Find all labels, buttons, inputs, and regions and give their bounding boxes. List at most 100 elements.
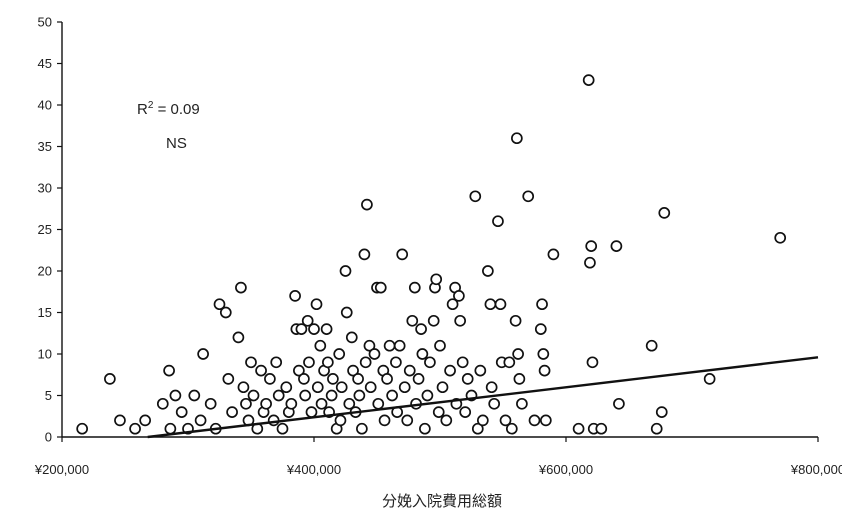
- data-point-133: [509, 314, 522, 327]
- axes: [61, 22, 818, 438]
- data-point-144: [539, 414, 552, 427]
- data-point-116: [459, 406, 472, 418]
- data-point-18: [222, 373, 235, 385]
- data-point-113: [453, 290, 465, 302]
- data-point-89: [396, 248, 409, 261]
- data-point-121: [474, 364, 487, 377]
- data-point-80: [374, 281, 387, 294]
- data-point-50: [311, 381, 324, 394]
- y-tick-label-45: 45: [38, 56, 52, 71]
- data-point-28: [255, 364, 267, 377]
- data-point-51: [314, 339, 327, 352]
- data-point-142: [537, 348, 550, 360]
- data-point-92: [403, 364, 416, 377]
- data-point-52: [315, 397, 328, 410]
- data-point-153: [610, 240, 623, 252]
- y-tick-label-0: 0: [45, 430, 52, 445]
- data-point-108: [440, 414, 453, 427]
- data-point-49: [310, 298, 323, 311]
- data-point-85: [386, 389, 398, 402]
- data-point-83: [381, 373, 393, 385]
- data-point-30: [260, 397, 272, 410]
- data-point-26: [247, 389, 260, 402]
- data-point-70: [353, 389, 366, 402]
- data-point-117: [461, 373, 474, 385]
- data-point-34: [272, 389, 285, 402]
- data-point-152: [595, 422, 608, 435]
- data-point-0: [76, 422, 89, 435]
- data-point-110: [446, 298, 459, 311]
- data-point-149: [585, 240, 598, 252]
- data-point-7: [164, 422, 177, 435]
- data-point-84: [383, 339, 396, 352]
- tick-labels: 0 5 10 15 20 25 30 35 40 45 50 ¥200,000 ¥400,000 ¥600…: [34, 15, 842, 478]
- data-point-12: [194, 414, 207, 427]
- data-point-22: [237, 381, 250, 394]
- data-point-64: [340, 306, 353, 319]
- y-tick-label-35: 35: [38, 139, 52, 154]
- r-squared-annotation: R2 = 0.09: [137, 100, 200, 118]
- r-value: = 0.09: [153, 101, 199, 118]
- data-point-20: [232, 331, 245, 344]
- data-point-76: [364, 381, 377, 394]
- data-point-21: [235, 281, 247, 294]
- data-point-62: [335, 381, 348, 394]
- data-point-48: [308, 323, 320, 335]
- data-point-130: [499, 414, 512, 427]
- data-point-114: [454, 314, 467, 327]
- data-point-119: [469, 190, 482, 203]
- data-point-72: [358, 248, 371, 261]
- data-point-71: [356, 422, 368, 435]
- data-point-143: [538, 364, 551, 377]
- significance-annotation: NS: [166, 135, 187, 152]
- data-point-61: [334, 414, 347, 427]
- data-point-124: [484, 298, 497, 311]
- data-point-137: [516, 397, 528, 410]
- r-superscript: 2: [148, 100, 154, 111]
- data-point-41: [293, 364, 305, 377]
- y-tick-label-5: 5: [45, 388, 52, 403]
- y-tick-label-15: 15: [38, 305, 52, 320]
- data-point-88: [393, 339, 406, 352]
- data-point-4: [139, 414, 152, 427]
- data-point-14: [204, 397, 217, 410]
- data-point-126: [488, 397, 501, 410]
- data-point-19: [226, 406, 238, 418]
- data-point-91: [401, 414, 414, 427]
- data-point-25: [245, 356, 257, 369]
- x-tick-label-200000: ¥200,000: [34, 462, 89, 477]
- data-point-33: [270, 356, 283, 369]
- data-point-75: [363, 339, 376, 352]
- data-point-94: [408, 281, 421, 294]
- data-point-156: [650, 422, 663, 435]
- data-point-159: [703, 373, 716, 385]
- data-point-11: [188, 389, 201, 402]
- data-point-93: [406, 314, 419, 327]
- data-point-66: [345, 331, 358, 344]
- r-label: R: [137, 101, 148, 118]
- data-point-96: [412, 373, 425, 385]
- data-point-1: [104, 373, 116, 385]
- data-point-128: [494, 298, 507, 311]
- data-point-54: [320, 323, 333, 335]
- data-point-13: [197, 348, 209, 360]
- data-point-6: [163, 364, 175, 377]
- trendline: [147, 356, 819, 439]
- data-point-77: [368, 348, 381, 360]
- x-axis-label: 分娩入院費用総額: [382, 492, 502, 510]
- data-point-109: [444, 364, 456, 377]
- data-point-135: [512, 348, 524, 360]
- data-point-134: [511, 132, 523, 145]
- data-point-23: [240, 397, 252, 410]
- data-point-16: [213, 298, 226, 311]
- data-point-122: [476, 414, 489, 427]
- data-point-158: [658, 207, 671, 219]
- data-point-63: [339, 265, 352, 277]
- data-point-31: [264, 373, 276, 385]
- data-point-90: [398, 381, 411, 394]
- data-point-146: [572, 422, 585, 435]
- data-point-3: [129, 422, 141, 435]
- data-points: [76, 74, 787, 435]
- data-point-141: [536, 298, 548, 311]
